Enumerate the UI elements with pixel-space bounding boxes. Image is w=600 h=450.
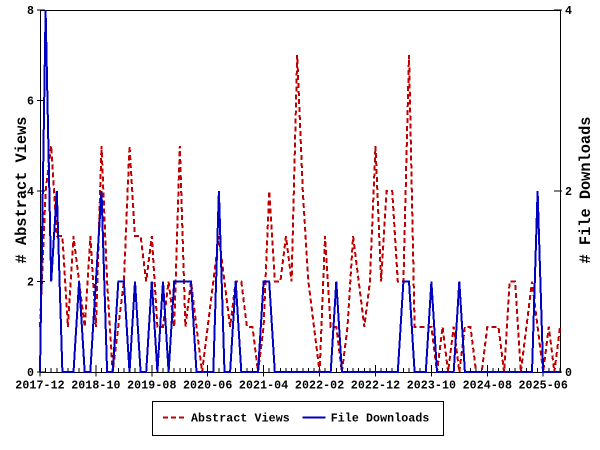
svg-text:2020-06: 2020-06: [183, 380, 232, 393]
svg-text:Abstract Views: Abstract Views: [191, 413, 290, 426]
svg-text:2018-10: 2018-10: [71, 380, 120, 393]
svg-text:2021-04: 2021-04: [239, 380, 288, 393]
svg-text:2: 2: [565, 186, 572, 199]
svg-text:# File Downloads: # File Downloads: [577, 117, 595, 264]
svg-text:# Abstract Views: # Abstract Views: [13, 117, 31, 264]
svg-text:2024-08: 2024-08: [463, 380, 512, 393]
svg-text:2022-12: 2022-12: [351, 380, 400, 393]
svg-text:0: 0: [27, 367, 34, 380]
svg-text:2023-10: 2023-10: [407, 380, 456, 393]
svg-text:2022-02: 2022-02: [295, 380, 344, 393]
svg-text:4: 4: [27, 186, 34, 199]
svg-text:4: 4: [565, 5, 572, 18]
svg-text:8: 8: [27, 5, 34, 18]
svg-text:2017-12: 2017-12: [15, 380, 64, 393]
svg-text:6: 6: [27, 96, 34, 109]
svg-text:2025-06: 2025-06: [518, 380, 567, 393]
svg-text:2: 2: [27, 277, 34, 290]
svg-text:0: 0: [565, 367, 572, 380]
svg-text:File Downloads: File Downloads: [331, 413, 430, 426]
svg-text:2019-08: 2019-08: [127, 380, 176, 393]
